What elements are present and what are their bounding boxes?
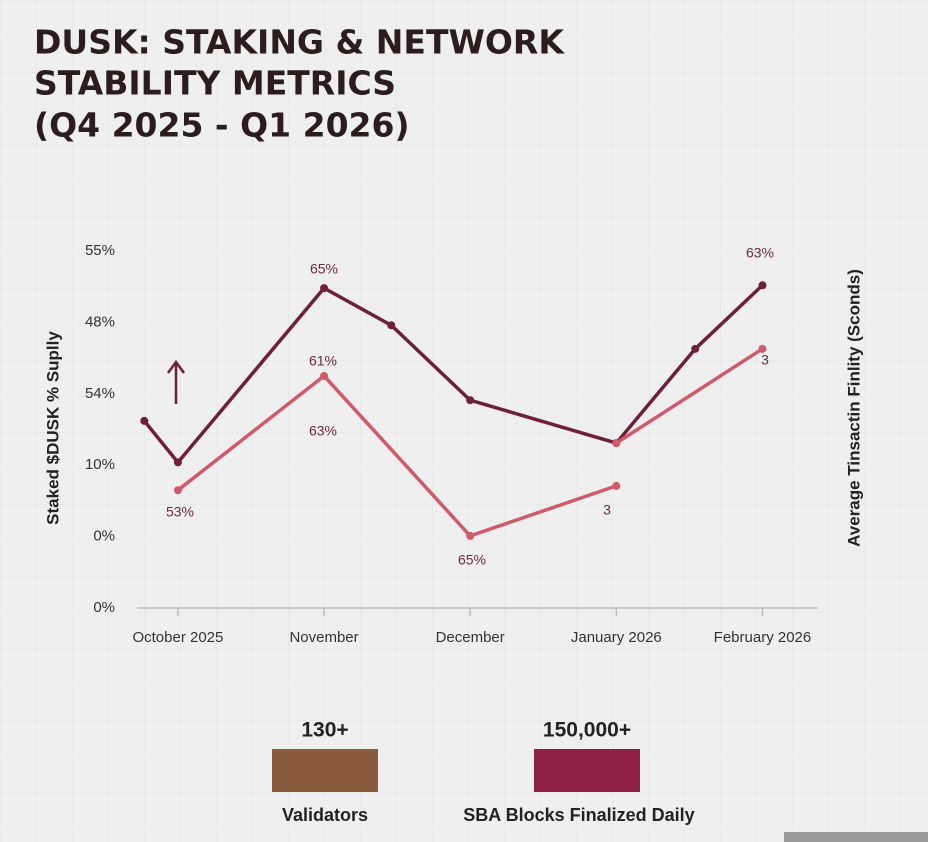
annotation: 65%	[310, 261, 338, 277]
line	[142, 284, 764, 465]
y-tick-label: 54%	[85, 385, 115, 402]
point	[140, 416, 149, 425]
x-tick-label: October 2025	[132, 629, 223, 646]
stat-swatch	[534, 749, 640, 792]
y-tick-label: 55%	[85, 242, 115, 259]
annotation: 53%	[166, 504, 194, 520]
stat-label: Validators	[282, 805, 368, 825]
point	[320, 371, 329, 380]
chart-title: (Q4 2025 - Q1 2026)	[34, 106, 410, 145]
annotation: 63%	[746, 245, 774, 261]
stat-value: 150,000+	[543, 719, 631, 742]
point	[612, 439, 621, 448]
y2-axis-title: Average Tinsactin Finlity (Sconds)	[844, 269, 863, 547]
y-tick-label: 48%	[85, 313, 115, 330]
point	[758, 281, 767, 290]
stat-swatch	[272, 749, 378, 792]
point	[387, 321, 396, 330]
point	[758, 344, 767, 353]
annotation: 63%	[309, 423, 337, 439]
arrow	[166, 359, 186, 404]
y-tick-label: 0%	[93, 528, 115, 545]
point	[320, 284, 329, 293]
y-tick-label: 10%	[85, 456, 115, 473]
stat-value: 130+	[301, 719, 348, 742]
line	[615, 347, 764, 445]
point	[612, 481, 621, 490]
point	[466, 531, 475, 540]
stat-label: SBA Blocks Finalized Daily	[463, 805, 694, 825]
y-tick-label: 0%	[93, 599, 115, 616]
x-tick-label: February 2026	[714, 629, 812, 646]
x-tick-label: January 2026	[571, 629, 662, 646]
annotation: 3	[603, 502, 611, 518]
annotation: 3	[761, 352, 769, 368]
scroll-bar	[784, 832, 928, 842]
annotation: 65%	[458, 552, 486, 568]
point	[173, 458, 182, 467]
x-tick-label: November	[289, 629, 358, 646]
point	[466, 396, 475, 405]
x-tick-label: December	[436, 629, 505, 646]
annotation: 61%	[309, 353, 337, 369]
chart-title: STABILITY METRICS	[34, 64, 396, 103]
line	[176, 374, 617, 538]
point	[173, 486, 182, 495]
y-axis-title: Staked $DUSK % Suplly	[43, 331, 62, 525]
point	[691, 344, 700, 353]
chart-title: DUSK: STAKING & NETWORK	[34, 23, 565, 62]
